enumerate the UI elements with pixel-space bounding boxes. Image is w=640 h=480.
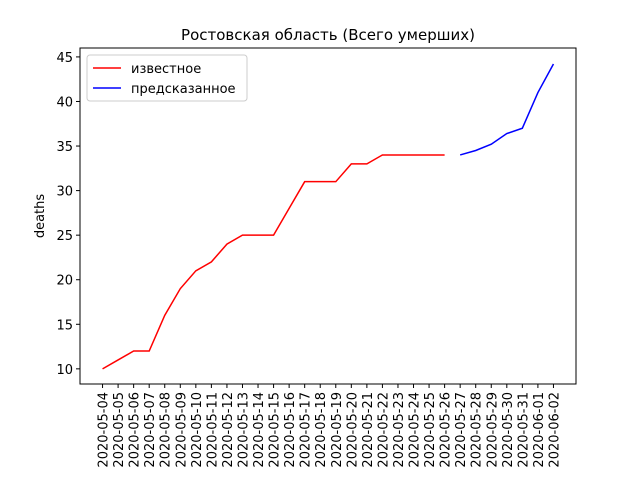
- x-tick-label: 2020-05-29: [485, 392, 500, 468]
- y-tick-label: 20: [56, 274, 73, 289]
- legend-box: [86, 54, 248, 102]
- y-tick-label: 30: [56, 185, 73, 200]
- x-tick-label: 2020-05-12: [221, 392, 236, 468]
- x-tick-label: 2020-05-30: [501, 392, 516, 468]
- plot-frame: [79, 47, 577, 385]
- x-tick-label: 2020-05-27: [454, 392, 469, 468]
- x-tick-label: 2020-05-19: [330, 392, 345, 468]
- x-tick-label: 2020-06-01: [532, 392, 547, 468]
- x-tick-label: 2020-06-02: [547, 392, 562, 468]
- x-tick-label: 2020-05-21: [361, 392, 376, 468]
- x-tick-label: 2020-05-15: [268, 392, 283, 468]
- x-tick-label: 2020-05-25: [423, 392, 438, 468]
- x-tick-label: 2020-05-23: [392, 392, 407, 468]
- x-tick-label: 2020-05-10: [190, 392, 205, 468]
- y-tick-label: 35: [56, 140, 73, 155]
- x-tick-label: 2020-05-16: [283, 392, 298, 468]
- x-tick-label: 2020-05-08: [159, 392, 174, 468]
- x-tick-label: 2020-05-09: [174, 392, 189, 468]
- x-tick-label: 2020-05-31: [516, 392, 531, 468]
- chart-title: Ростовская область (Всего умерших): [181, 26, 475, 44]
- y-tick-label: 40: [56, 95, 73, 110]
- y-tick-label: 15: [56, 318, 73, 333]
- x-tick-label: 2020-05-22: [376, 392, 391, 468]
- x-tick-label: 2020-05-14: [252, 392, 267, 468]
- x-tick-label: 2020-05-07: [143, 392, 158, 468]
- x-tick-label: 2020-05-13: [236, 392, 251, 468]
- x-tick-label: 2020-05-18: [314, 392, 329, 468]
- legend-label: известное: [131, 62, 201, 77]
- y-axis-label: deaths: [33, 194, 48, 239]
- x-tick-label: 2020-05-24: [408, 392, 423, 468]
- x-tick-label: 2020-05-06: [128, 392, 143, 468]
- x-tick-label: 2020-05-11: [205, 392, 220, 468]
- x-tick-label: 2020-05-04: [97, 392, 112, 468]
- x-tick-label: 2020-05-26: [439, 392, 454, 468]
- y-tick-label: 25: [56, 229, 73, 244]
- y-tick-label: 10: [56, 363, 73, 378]
- series-line: [102, 154, 445, 370]
- x-tick-label: 2020-05-28: [470, 392, 485, 468]
- x-tick-label: 2020-05-17: [299, 392, 314, 468]
- y-tick-label: 45: [56, 51, 73, 66]
- x-tick-label: 2020-05-20: [345, 392, 360, 468]
- x-tick-label: 2020-05-05: [112, 392, 127, 468]
- legend-label: предсказанное: [131, 82, 236, 97]
- series-line: [459, 63, 555, 156]
